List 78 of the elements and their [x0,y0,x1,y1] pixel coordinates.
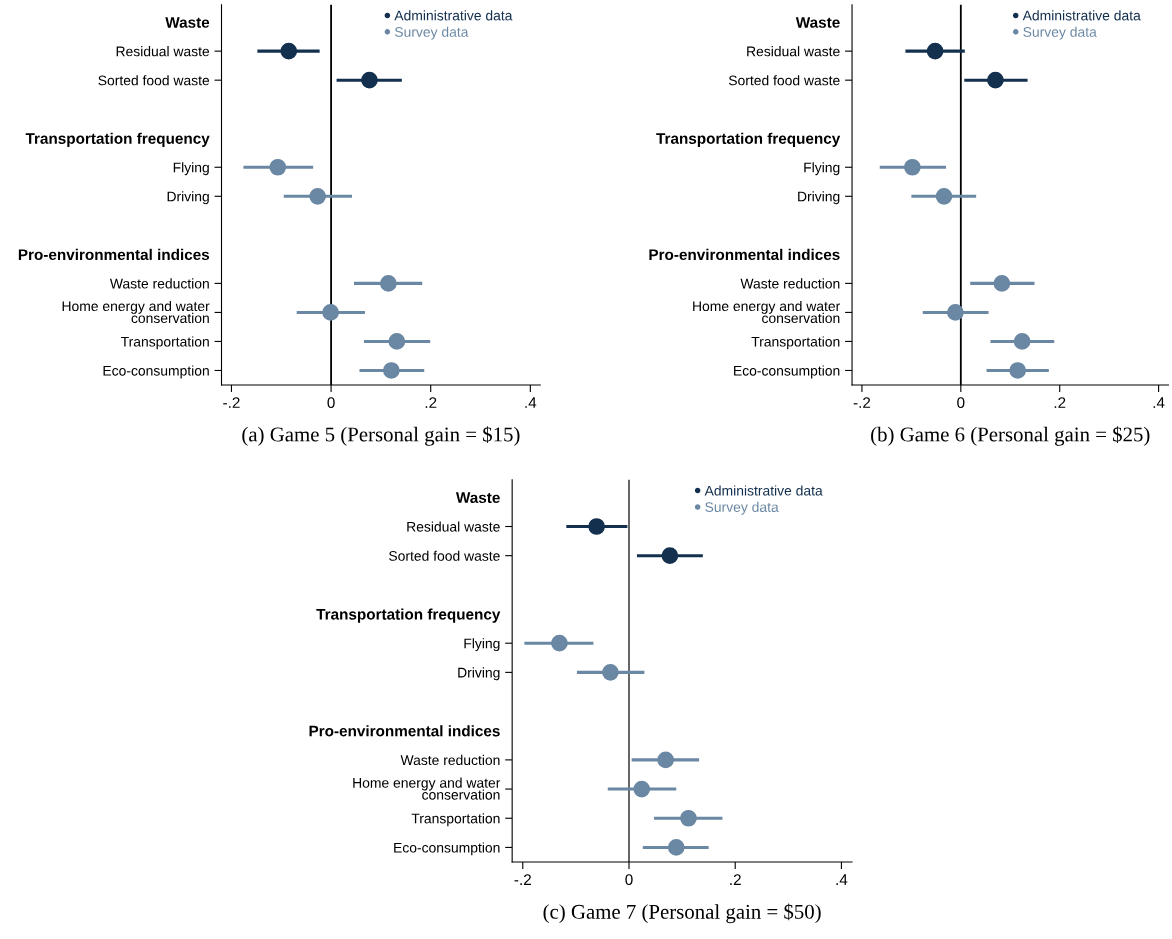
point [361,71,378,89]
point [993,275,1011,292]
y-tick-label: Residual waste [116,46,210,57]
point [935,187,953,205]
x-tick-label: .2 [1054,397,1066,408]
point [383,362,400,379]
y-tick-label: Flying [804,162,840,176]
y-tick-label: Waste [455,492,500,504]
y-tick-label: Waste reduction [740,278,840,289]
y-tick-label: Waste [165,17,210,28]
y-tick-label: Driving [167,191,209,205]
y-tick-label: Flying [464,638,500,652]
point [269,158,287,176]
y-tick-label: Flying [173,162,209,176]
text: (b) Game 6 (Personal gain = $25) [871,426,1150,446]
y-tick-label: Driving [798,191,840,205]
point [926,42,944,60]
point [633,780,651,798]
text: (c) Game 7 (Personal gain = $50) [543,903,821,924]
x-tick-label: 0 [625,874,633,886]
y-tick-label: Sorted food waste [98,75,210,86]
point [680,809,697,827]
legend-label: Survey data [705,501,779,515]
y-tick-label: Transportation frequency [656,132,841,147]
point [280,42,298,60]
y-tick-label: Transportation [751,336,840,350]
x-tick-label: 0 [957,397,965,409]
point [388,333,406,350]
legend-label: Administrative data [704,485,823,496]
y-tick-label: Pro-environmental indices [649,248,840,261]
y-tick-label: Eco-consumption [734,365,840,379]
y-tick-label: Transportation frequency [316,608,501,623]
point [947,304,964,321]
x-tick-label: .2 [730,874,741,885]
point [904,158,921,176]
y-tick-label: Transportation [120,336,209,350]
y-tick-label: Waste reduction [400,754,500,766]
legend-label: Survey data [394,26,469,40]
point [322,304,339,321]
y-tick-label: Home energy and water conservation [353,777,501,800]
point [1013,333,1031,350]
x-tick-label: 0 [327,397,335,409]
text: (a) Game 5 (Personal gain = $15) [242,426,520,446]
point [588,518,605,535]
y-tick-label: Home energy and water conservation [62,300,210,324]
x-tick-label: .2 [425,397,437,408]
point [380,275,397,292]
point [551,634,568,652]
legend-label: Administrative data [394,10,513,21]
point [602,664,619,681]
y-tick-label: Residual waste [747,46,840,57]
y-tick-label: Home energy and water conservation [693,300,841,324]
point [657,751,674,769]
point [661,547,679,565]
x-tick-label: .4 [1153,397,1165,408]
y-tick-label: Transportation frequency [25,132,210,147]
point [1009,362,1027,379]
y-tick-label: Waste reduction [109,278,209,289]
y-tick-label: Driving [458,667,500,681]
legend-label: Administrative data [1022,10,1141,21]
y-tick-label: Eco-consumption [394,842,500,856]
y-tick-label: Pro-environmental indices [309,725,500,737]
x-tick-label: -.2 [853,397,871,408]
x-tick-label: .4 [836,874,848,885]
x-tick-label: -.2 [223,397,240,408]
y-tick-label: Pro-environmental indices [18,248,210,261]
point [987,71,1004,89]
legend-label: Survey data [1023,26,1097,40]
y-tick-label: Transportation [411,813,500,827]
y-tick-label: Residual waste [407,521,500,532]
point [309,187,326,205]
y-tick-label: Waste [795,17,840,28]
x-tick-label: -.2 [514,874,531,885]
y-tick-label: Sorted food waste [389,550,500,561]
y-tick-label: Eco-consumption [103,365,209,379]
y-tick-label: Sorted food waste [728,75,840,86]
point [667,839,685,856]
x-tick-label: .4 [525,397,537,408]
